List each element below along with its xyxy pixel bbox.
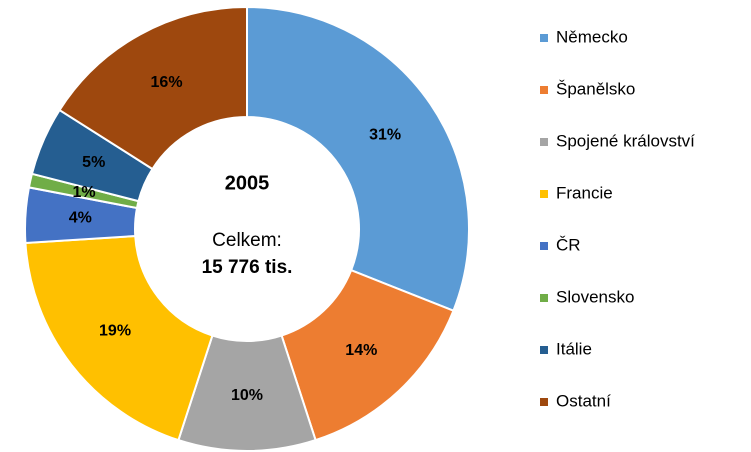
legend-label: Ostatní — [556, 391, 611, 410]
legend-swatch — [540, 86, 548, 94]
legend-label: Německo — [556, 27, 628, 46]
legend-swatch — [540, 346, 548, 354]
data-label: 1% — [72, 184, 95, 201]
data-label: 10% — [231, 387, 263, 404]
data-label: 31% — [369, 126, 401, 143]
data-label: 5% — [82, 154, 105, 171]
data-label: 19% — [99, 323, 131, 340]
donut-slice — [246, 5, 470, 313]
legend-swatch — [540, 294, 548, 302]
center-title: 2005 — [225, 172, 270, 194]
legend-swatch — [540, 34, 548, 42]
center-value: 15 776 tis. — [202, 257, 293, 278]
legend-label: Francie — [556, 183, 613, 202]
legend-label: Slovensko — [556, 287, 634, 306]
legend-label: Itálie — [556, 339, 592, 358]
legend-swatch — [540, 242, 548, 250]
legend-label: Španělsko — [556, 79, 635, 98]
donut-slice — [58, 5, 248, 171]
legend-swatch — [540, 138, 548, 146]
data-label: 16% — [151, 74, 183, 91]
legend-swatch — [540, 398, 548, 406]
data-label: 4% — [69, 210, 92, 227]
legend-swatch — [540, 190, 548, 198]
legend-label: ČR — [556, 235, 581, 254]
legend-label: Spojené království — [556, 131, 695, 150]
donut-slice — [24, 234, 214, 442]
center-label: Celkem: — [212, 230, 282, 251]
data-label: 14% — [345, 342, 377, 359]
